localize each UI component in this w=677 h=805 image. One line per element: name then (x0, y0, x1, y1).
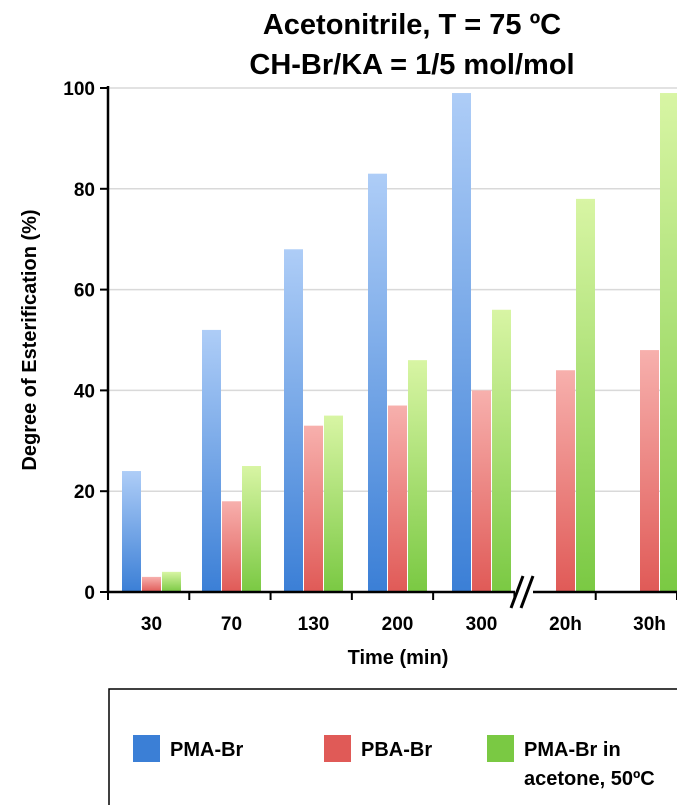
legend-box (108, 688, 677, 805)
y-tick-label: 60 (74, 281, 95, 302)
x-tick-label: 200 (382, 614, 414, 635)
bar-1-2 (304, 425, 323, 592)
y-axis-label: Degree of Esterification (%) (19, 209, 41, 470)
bar-1-6 (640, 350, 659, 592)
x-tick-label: 130 (298, 614, 330, 635)
bar-1-0 (142, 576, 161, 592)
y-tick-label: 20 (74, 482, 95, 503)
x-tick-label: 70 (221, 614, 242, 635)
bar-1-3 (388, 405, 407, 592)
axis-break-gap (515, 588, 533, 596)
bar-0-2 (284, 249, 303, 592)
bar-2-0 (162, 571, 181, 592)
legend-swatch-1 (324, 735, 351, 762)
y-tick-label: 40 (74, 381, 95, 402)
legend-label-2: PMA-Br in (524, 739, 621, 761)
bar-2-3 (408, 360, 427, 592)
tick-labels: 0 20 40 60 80 100 30 70 130 200 300 20h 30h (63, 79, 666, 635)
x-axis-label: Time (min) (348, 647, 449, 669)
legend-label-0: PMA-Br (170, 739, 244, 761)
y-tick-label: 80 (74, 180, 95, 201)
x-tick-label: 300 (466, 614, 498, 635)
legend-label-1: PBA-Br (361, 739, 432, 761)
chart-title-line-2: CH-Br/KA = 1/5 mol/mol (249, 49, 574, 81)
bar-2-6 (660, 93, 677, 592)
chart-title-line-1: Acetonitrile, T = 75 ºC (263, 9, 561, 41)
x-tick-label: 20h (549, 614, 582, 635)
y-tick-label: 0 (84, 583, 95, 604)
y-tick-label: 100 (63, 79, 95, 100)
bar-1-5 (556, 370, 575, 592)
legend-label-2: acetone, 50ºC (524, 768, 655, 790)
bar-1-1 (222, 501, 241, 592)
x-tick-label: 30h (633, 614, 666, 635)
axis-break-mark (519, 575, 535, 609)
bar-0-3 (368, 173, 387, 592)
legend: PMA-Br PBA-Br PMA-Br in acetone, 50ºC (133, 735, 655, 790)
axes (106, 86, 677, 609)
bar-1-4 (472, 390, 491, 592)
legend-swatch-0 (133, 735, 160, 762)
bar-2-4 (492, 309, 511, 592)
bar-0-4 (452, 93, 471, 592)
x-tick-label: 30 (141, 614, 162, 635)
bar-2-2 (324, 415, 343, 592)
bar-2-1 (242, 466, 261, 592)
bar-0-0 (122, 471, 141, 592)
legend-swatch-2 (487, 735, 514, 762)
bars (122, 93, 677, 592)
axis-break-mark (509, 575, 525, 609)
bar-0-1 (202, 329, 221, 592)
bar-2-5 (576, 198, 595, 592)
